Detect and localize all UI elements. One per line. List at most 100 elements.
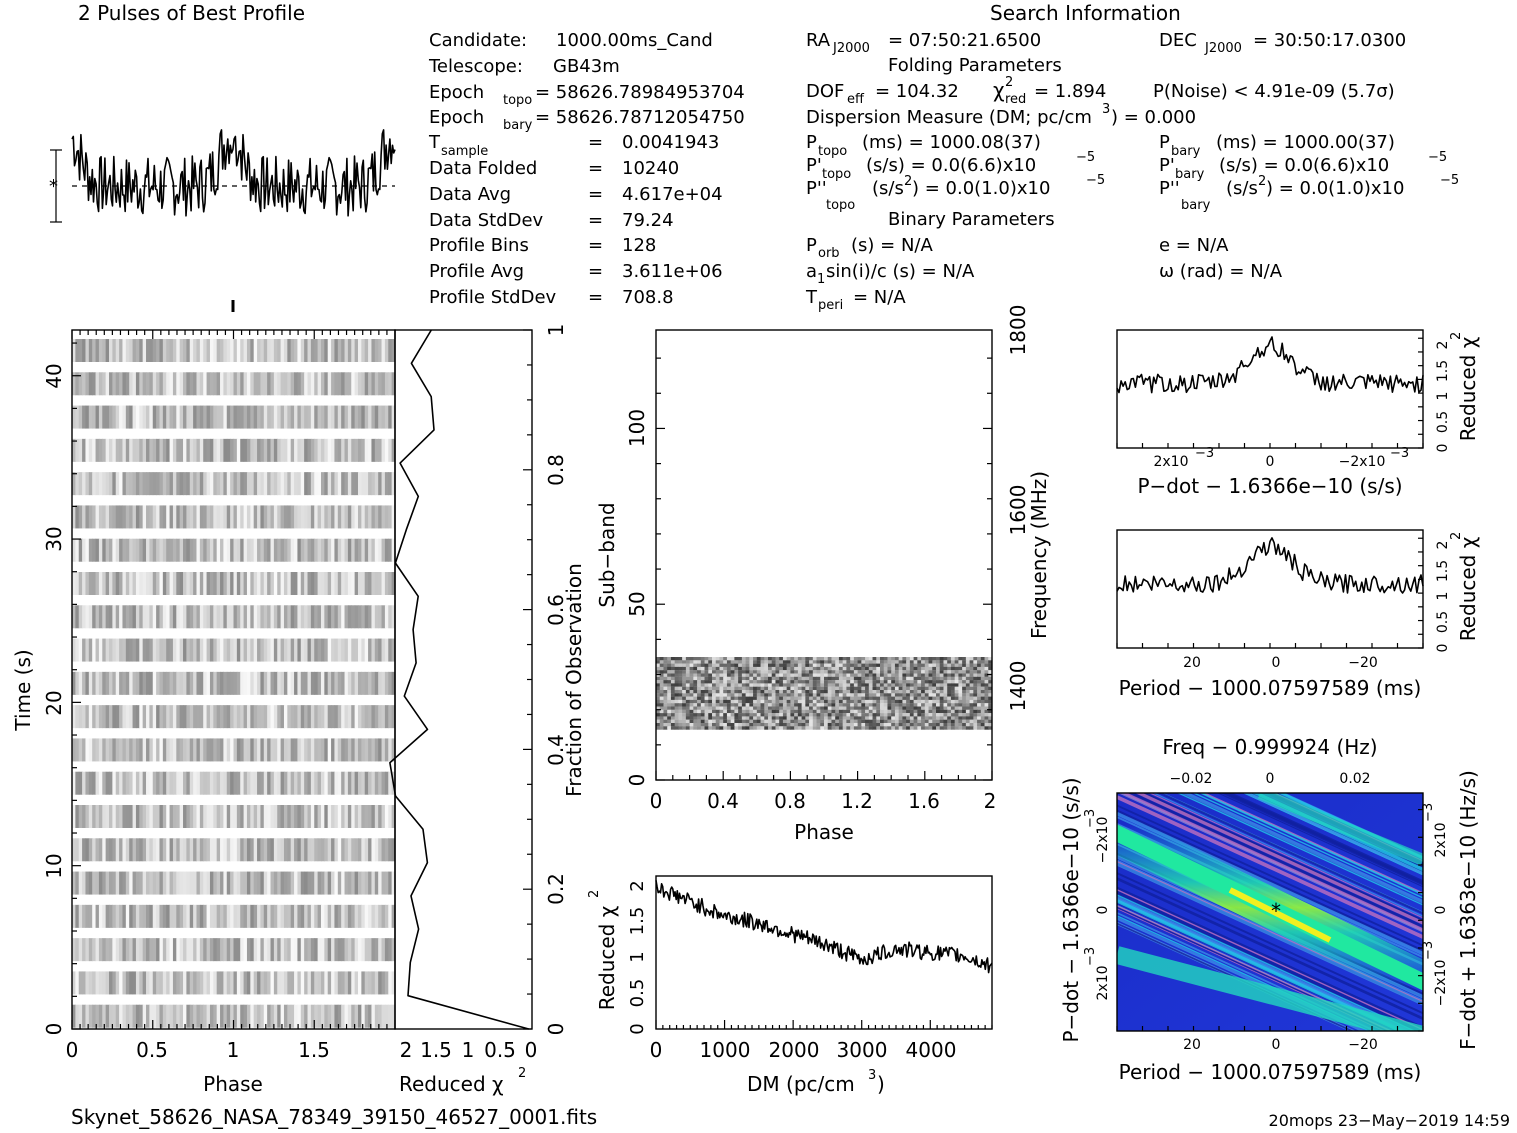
subband-cell xyxy=(880,696,885,700)
time-phase-cell xyxy=(169,871,174,895)
subband-cell xyxy=(730,726,735,730)
subband-cell xyxy=(943,663,948,667)
subband-cell xyxy=(865,706,870,710)
subband-cell xyxy=(936,703,941,707)
subband-cell xyxy=(782,693,788,697)
subband-cell xyxy=(697,666,702,671)
subband-cell xyxy=(857,716,862,720)
subband-cell xyxy=(865,683,870,687)
subband-cell xyxy=(932,703,937,707)
time-phase-cell xyxy=(361,771,366,795)
subband-cell xyxy=(782,690,788,694)
time-phase-cell xyxy=(230,771,235,795)
subband-cell xyxy=(880,676,885,681)
time-phase-cell xyxy=(75,671,80,695)
time-phase-cell xyxy=(223,805,228,828)
time-phase-cell xyxy=(341,871,346,895)
subband-cell xyxy=(697,706,702,710)
subband-cell xyxy=(894,660,900,664)
time-phase-cell xyxy=(277,538,282,562)
subband-cell xyxy=(726,699,732,704)
time-phase-cell xyxy=(92,638,97,662)
time-phase-cell xyxy=(213,705,218,729)
subband-cell xyxy=(857,709,862,714)
subband-cell xyxy=(842,713,847,717)
folding-params: DOF eff = 104.32 χ 2 red = 1.894 P(Noise… xyxy=(806,75,1459,213)
time-phase-cell xyxy=(253,771,258,795)
time-phase-cell xyxy=(115,538,120,562)
time-phase-cell xyxy=(384,438,389,462)
subband-cell xyxy=(663,719,668,724)
subband-cell xyxy=(768,699,773,704)
subband-cell xyxy=(883,690,888,694)
subband-cell xyxy=(782,686,788,691)
time-phase-cell xyxy=(334,339,339,362)
subband-cell xyxy=(872,706,877,710)
time-phase-cell xyxy=(236,572,241,595)
time-phase-cell xyxy=(287,605,292,629)
subband-cell xyxy=(824,693,829,697)
subband-cell xyxy=(977,719,982,724)
time-phase-cell xyxy=(283,771,288,795)
candidate-value: 1000.00ms_Cand xyxy=(556,30,713,51)
time-phase-cell xyxy=(253,405,258,429)
time-phase-cell xyxy=(263,771,268,795)
subband-cell xyxy=(921,706,926,710)
subband-cell xyxy=(786,696,791,700)
subband-cell xyxy=(906,673,911,677)
subband-cell xyxy=(712,693,717,697)
time-phase-cell xyxy=(314,671,319,695)
subband-cell xyxy=(921,726,926,730)
pdbary-exp: −5 xyxy=(1428,150,1447,165)
subband-cell xyxy=(906,666,911,671)
time-phase-cell xyxy=(273,938,278,962)
time-phase-cell xyxy=(287,472,292,496)
time-phase-cell xyxy=(357,438,362,462)
subband-cell xyxy=(667,673,672,677)
time-phase-cell xyxy=(230,538,235,562)
subband-cell xyxy=(842,657,847,661)
subband-cell xyxy=(887,673,892,677)
subband-cell xyxy=(667,703,672,707)
subband-cell xyxy=(842,716,847,720)
time-phase-cell xyxy=(381,838,386,862)
subband-cell xyxy=(872,726,877,730)
time-phase-cell xyxy=(179,405,184,429)
subband-cell xyxy=(682,706,687,710)
time-phase-cell xyxy=(209,971,214,995)
time-phase-cell xyxy=(253,638,258,662)
time-phase-cell xyxy=(102,339,107,362)
subband-cell xyxy=(872,713,877,717)
time-phase-cell xyxy=(368,1004,373,1028)
dm-chi-panel: 0 1000 2000 3000 4000 0 0.5 1 1.5 2 Redu… xyxy=(587,875,993,1096)
time-phase-cell xyxy=(122,871,127,895)
subband-cell xyxy=(805,713,810,717)
subband-cell xyxy=(704,666,709,671)
subband-cell xyxy=(786,719,791,724)
subband-cell xyxy=(779,666,784,671)
subband-cell xyxy=(969,686,974,691)
time-phase-cell xyxy=(233,538,238,562)
time-phase-cell xyxy=(327,605,332,629)
time-phase-cell xyxy=(357,805,362,828)
subband-cell xyxy=(768,713,773,717)
subband-cell xyxy=(790,670,795,674)
subband-cell xyxy=(969,713,974,717)
time-phase-cell xyxy=(300,438,305,462)
time-phase-cell xyxy=(304,572,309,595)
subband-cell xyxy=(917,683,922,687)
subband-cell xyxy=(913,709,918,714)
subband-cell xyxy=(958,670,963,674)
time-phase-cell xyxy=(189,405,194,429)
time-phase-cell xyxy=(344,438,349,462)
subband-cell xyxy=(674,670,679,674)
time-phase-cell xyxy=(193,771,198,795)
subband-cell xyxy=(663,660,668,664)
time-phase-cell xyxy=(307,605,312,629)
time-phase-cell xyxy=(354,871,359,895)
subband-cell xyxy=(898,696,903,700)
time-phase-cell xyxy=(331,572,336,595)
time-phase-cell xyxy=(169,705,174,729)
time-phase-cell xyxy=(354,505,359,529)
time-phase-cell xyxy=(75,438,80,462)
